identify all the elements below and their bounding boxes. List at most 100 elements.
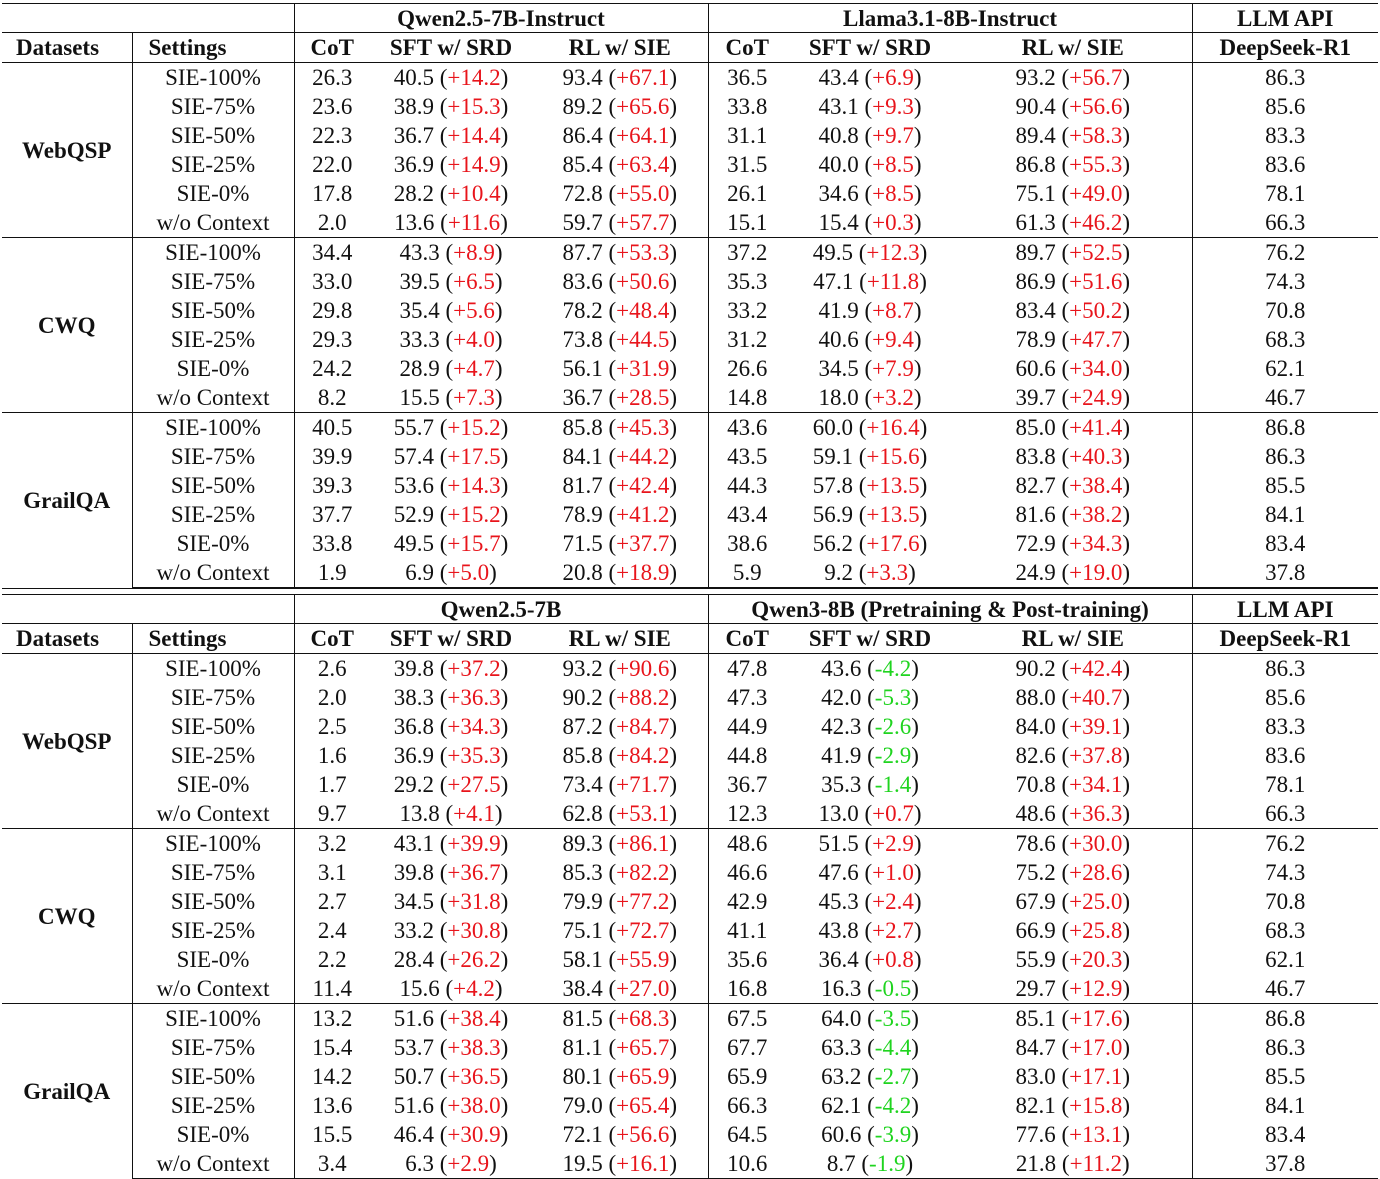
setting-cell: w/o Context xyxy=(131,558,294,588)
delta-value: +35.3 xyxy=(447,743,501,768)
sft-srd-cell: 47.6 (+1.0) xyxy=(786,858,954,887)
cot-cell: 33.8 xyxy=(707,92,786,121)
delta-value: -1.9 xyxy=(869,1151,906,1176)
rl-sie-cell: 66.9 (+25.8) xyxy=(954,916,1192,945)
paren: ) xyxy=(500,714,509,739)
paren: ) xyxy=(669,714,678,739)
paren: ) xyxy=(500,1064,509,1089)
setting-cell: SIE-100% xyxy=(131,412,294,442)
paren: ) xyxy=(911,976,919,1001)
delta-value: +41.4 xyxy=(1069,415,1123,440)
rl-sie-cell: 19.5 (+16.1) xyxy=(532,1149,709,1179)
paren: ( xyxy=(858,356,873,381)
paren: ( xyxy=(602,772,617,797)
paren: ( xyxy=(858,298,873,323)
paren: ( xyxy=(602,444,617,469)
score-value: 45.3 xyxy=(818,889,859,914)
delta-value: +8.5 xyxy=(872,181,914,206)
delta-value: +16.1 xyxy=(616,1151,670,1176)
score-value: 85.4 xyxy=(562,152,603,177)
score-value: 39.7 xyxy=(1015,385,1056,410)
delta-value: +56.7 xyxy=(1069,65,1123,90)
rl-sie-cell: 77.6 (+13.1) xyxy=(954,1120,1192,1149)
score-value: 61.3 xyxy=(1015,210,1056,235)
paren: ( xyxy=(1055,714,1070,739)
paren: ) xyxy=(489,560,497,585)
paren: ) xyxy=(500,531,509,556)
paren: ) xyxy=(494,327,503,352)
delta-value: +42.4 xyxy=(616,473,670,498)
paren: ( xyxy=(858,831,873,856)
paren: ( xyxy=(602,385,617,410)
paren: ( xyxy=(433,685,448,710)
column-header-sft-srd: SFT w/ SRD xyxy=(370,623,532,654)
score-value: 20.8 xyxy=(562,560,603,585)
deepseek-r1-cell: 84.1 xyxy=(1191,500,1379,529)
score-value: 34.5 xyxy=(393,889,434,914)
delta-value: -3.5 xyxy=(874,1006,912,1031)
paren: ( xyxy=(858,65,873,90)
sft-srd-cell: 15.6 (+4.2) xyxy=(370,974,532,1004)
setting-cell: SIE-0% xyxy=(131,179,294,208)
score-value: 43.6 xyxy=(821,656,862,681)
score-value: 83.4 xyxy=(1015,298,1056,323)
paren: ) xyxy=(669,1035,678,1060)
score-value: 86.9 xyxy=(1015,269,1056,294)
score-value: 56.1 xyxy=(562,356,603,381)
paren: ) xyxy=(669,1093,678,1118)
rl-sie-cell: 93.4 (+67.1) xyxy=(532,63,708,93)
rl-sie-cell: 72.1 (+56.6) xyxy=(532,1120,708,1149)
paren: ) xyxy=(1122,1064,1131,1089)
score-value: 57.4 xyxy=(393,444,434,469)
delta-value: +9.7 xyxy=(872,123,914,148)
paren: ( xyxy=(858,181,873,206)
paren: ) xyxy=(669,801,678,826)
column-header-rl-sie: RL w/ SIE xyxy=(954,623,1193,654)
sft-srd-cell: 40.0 (+8.5) xyxy=(786,150,954,179)
paren: ( xyxy=(602,1035,617,1060)
delta-value: -1.4 xyxy=(874,772,912,797)
delta-value: +40.3 xyxy=(1069,444,1123,469)
delta-value: +11.6 xyxy=(447,210,501,235)
paren: ( xyxy=(602,298,617,323)
paren: ( xyxy=(1055,65,1070,90)
delta-value: +19.0 xyxy=(1069,560,1123,585)
paren: ) xyxy=(911,714,919,739)
delta-value: +2.7 xyxy=(872,918,914,943)
delta-value: +55.9 xyxy=(616,947,670,972)
rl-sie-cell: 84.0 (+39.1) xyxy=(954,712,1192,741)
paren: ) xyxy=(1122,327,1131,352)
blank-header-cell xyxy=(2,3,294,33)
paren: ) xyxy=(908,560,916,585)
table-row: WebQSP SIE-100% 2.6 39.8 (+37.2) 93.2 (+90.6… xyxy=(2,653,1379,753)
score-value: 63.2 xyxy=(821,1064,862,1089)
rl-sie-cell: 78.9 (+41.2) xyxy=(532,500,708,529)
paren: ( xyxy=(433,831,448,856)
paren: ( xyxy=(602,1064,617,1089)
delta-value: +65.9 xyxy=(616,1064,670,1089)
sft-srd-cell: 40.6 (+9.4) xyxy=(786,325,954,354)
paren: ) xyxy=(669,860,678,885)
paren: ) xyxy=(919,269,927,294)
sft-srd-cell: 38.9 (+15.3) xyxy=(370,92,532,121)
score-value: 39.8 xyxy=(393,860,434,885)
deepseek-r1-cell: 66.3 xyxy=(1191,799,1379,829)
paren: ) xyxy=(494,976,503,1001)
score-value: 18.0 xyxy=(818,385,859,410)
paren: ( xyxy=(433,94,448,119)
rl-sie-cell: 80.1 (+65.9) xyxy=(532,1062,708,1091)
paren: ( xyxy=(852,502,867,527)
deepseek-r1-cell: 68.3 xyxy=(1191,325,1379,354)
llm-api-header: LLM API xyxy=(1191,595,1379,624)
paren: ) xyxy=(1122,801,1131,826)
model-group-header-row: Qwen2.5-7B-Instruct Llama3.1-8B-Instruct L… xyxy=(2,3,1379,33)
paren: ) xyxy=(669,918,678,943)
paren: ) xyxy=(500,918,509,943)
delta-value: -0.5 xyxy=(874,976,912,1001)
paren: ( xyxy=(433,947,448,972)
score-value: 72.1 xyxy=(562,1122,603,1147)
cot-cell: 29.8 xyxy=(293,296,370,325)
cot-cell: 26.6 xyxy=(707,354,786,383)
rl-sie-cell: 56.1 (+31.9) xyxy=(532,354,708,383)
score-value: 39.8 xyxy=(393,656,434,681)
